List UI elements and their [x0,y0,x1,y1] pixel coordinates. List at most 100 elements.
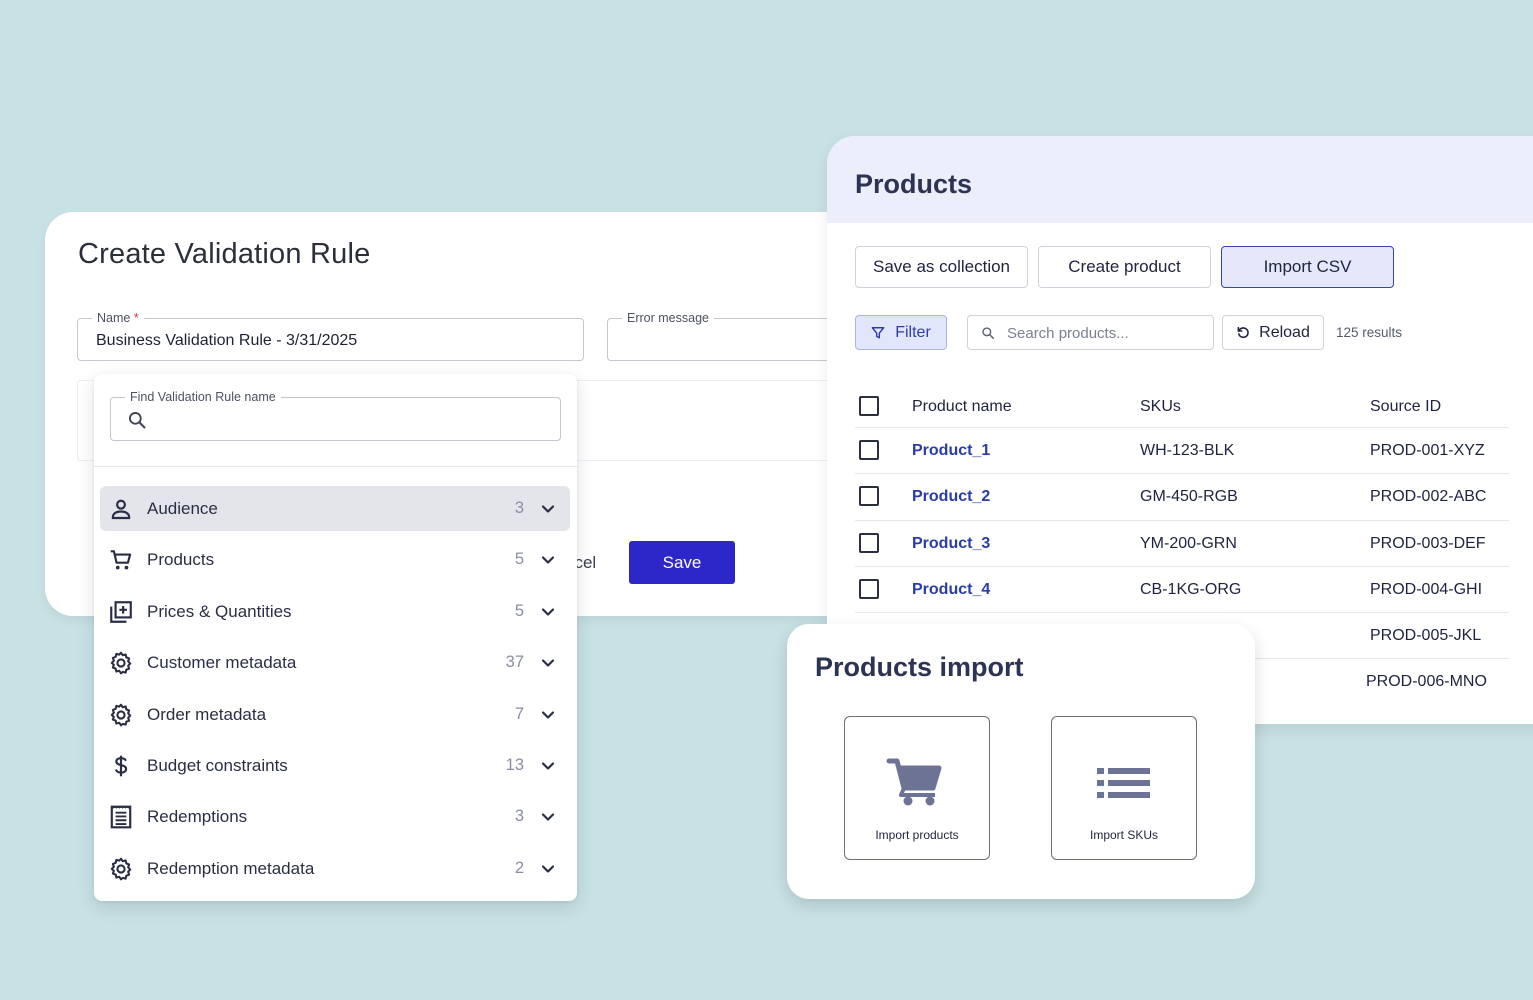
product-source-id: PROD-002-ABC [1370,488,1487,506]
table-row: Product_2 GM-450-RGB PROD-002-ABC [855,474,1509,521]
error-message-label: Error message [622,311,714,325]
category-label: Products [147,550,215,570]
import-products-label: Import products [875,828,959,842]
receipt-icon [110,805,132,829]
product-sku: GM-450-RGB [1140,488,1238,506]
category-label: Redemption metadata [147,858,315,878]
import-skus-label: Import SKUs [1089,828,1158,842]
reload-icon [1237,326,1249,339]
product-sku: YM-200-GRN [1140,534,1237,552]
page-title: Create Validation Rule [78,238,371,270]
row-checkbox[interactable] [859,486,879,507]
results-count: 125 results [1336,325,1403,340]
find-validation-rule-label: Find Validation Rule name [125,390,281,404]
search-icon [129,412,146,429]
product-sku: CB-1KG-ORG [1140,580,1242,598]
chevron-down-icon[interactable] [540,809,556,825]
required-mark: * [133,311,139,325]
column-header-product-name[interactable]: Product name [912,398,1012,415]
table-row: Product_4 CB-1KG-ORG PROD-004-GHI [855,567,1509,614]
search-placeholder: Search products... [1007,325,1129,342]
category-count: 5 [514,550,524,569]
filter-button[interactable]: Filter [855,315,947,350]
category-count: 3 [514,499,524,517]
product-name-link[interactable]: Product_2 [912,488,991,506]
category-count: 7 [514,704,524,723]
name-label-text: Name [97,311,131,325]
product-source-id: PROD-006-MNO [1366,673,1487,691]
products-card: Products Save as collection Create produ… [827,136,1533,724]
row-checkbox[interactable] [859,440,879,460]
chevron-down-icon[interactable] [540,552,556,568]
row-checkbox[interactable] [859,532,879,553]
category-label: Budget constraints [147,755,288,775]
category-item-redemption-metadata[interactable]: Redemption metadata 2 [100,846,570,891]
product-name-link[interactable]: Product_3 [912,534,991,552]
name-field[interactable]: Name * Business Validation Rule - 3/31/2… [77,311,584,361]
product-name-link[interactable]: Product_1 [912,442,991,459]
name-field-label: Name * [92,311,144,325]
category-item-audience[interactable]: Audience 3 [100,486,570,531]
column-header-source-id[interactable]: Source ID [1370,398,1442,415]
column-header-skus[interactable]: SKUs [1140,398,1181,415]
category-label: Audience [147,499,218,518]
category-count: 5 [514,601,524,620]
save-button[interactable]: Save [629,541,735,584]
category-item-products[interactable]: Products 5 [100,537,570,582]
category-count: 37 [505,653,524,672]
product-name-link[interactable]: Product_4 [912,580,991,598]
find-validation-rule-input[interactable]: Find Validation Rule name [110,390,561,441]
category-list: Audience 3 Products 5 Prices & Quantitie… [100,486,570,897]
chevron-down-icon[interactable] [540,604,556,620]
row-checkbox[interactable] [859,578,879,599]
reload-button[interactable]: Reload [1222,315,1324,350]
chevron-down-icon[interactable] [540,758,556,774]
product-source-id: PROD-004-GHI [1370,580,1483,598]
category-count: 13 [505,755,524,774]
chevron-down-icon[interactable] [540,501,556,517]
products-header: Products [827,136,1533,223]
import-products-tile[interactable]: Import products [844,716,990,860]
chevron-down-icon[interactable] [540,707,556,723]
products-import-title: Products import [815,652,1024,682]
category-label: Redemptions [147,807,248,827]
category-item-budget-constraints[interactable]: Budget constraints 13 [100,743,570,788]
products-import-card: Products import Import products Import S… [787,624,1255,899]
import-csv-button[interactable]: Import CSV [1221,246,1394,288]
category-item-customer-metadata[interactable]: Customer metadata 37 [100,640,570,685]
gear-icon [110,651,132,675]
error-message-field[interactable]: Error message [607,311,847,361]
category-item-redemptions[interactable]: Redemptions 3 [100,794,570,839]
search-products-input[interactable]: Search products... [967,315,1214,350]
dropdown-divider [94,466,577,467]
import-skus-tile[interactable]: Import SKUs [1051,716,1197,860]
gear-icon [110,857,132,881]
chevron-down-icon[interactable] [540,861,556,877]
cart-icon [110,550,132,570]
save-as-collection-button[interactable]: Save as collection [855,246,1028,288]
table-row: Product_3 YM-200-GRN PROD-003-DEF [855,521,1509,567]
list-icon [1097,768,1150,798]
product-sku: WH-123-BLK [1140,442,1235,459]
chevron-down-icon[interactable] [540,655,556,671]
filter-label: Filter [895,323,931,341]
category-label: Customer metadata [147,653,297,673]
category-count: 3 [514,807,524,826]
filter-icon [871,326,885,339]
table-header-row: Product name SKUs Source ID [855,384,1509,428]
reload-label: Reload [1259,323,1310,341]
person-icon [111,499,131,520]
product-source-id: PROD-005-JKL [1370,627,1482,645]
category-item-order-metadata[interactable]: Order metadata 7 [100,692,570,737]
product-source-id: PROD-003-DEF [1370,534,1486,552]
dollar-icon [114,755,128,777]
validation-rule-dropdown: Find Validation Rule name Audience 3 Pro… [94,374,577,901]
category-count: 2 [514,858,524,877]
name-field-value: Business Validation Rule - 3/31/2025 [96,332,358,349]
category-item-prices-quantities[interactable]: Prices & Quantities 5 [100,589,570,634]
products-title: Products [855,169,973,199]
product-source-id: PROD-001-XYZ [1370,442,1485,459]
create-product-button[interactable]: Create product [1038,246,1211,288]
select-all-checkbox[interactable] [859,396,879,416]
add-box-icon [110,600,132,623]
